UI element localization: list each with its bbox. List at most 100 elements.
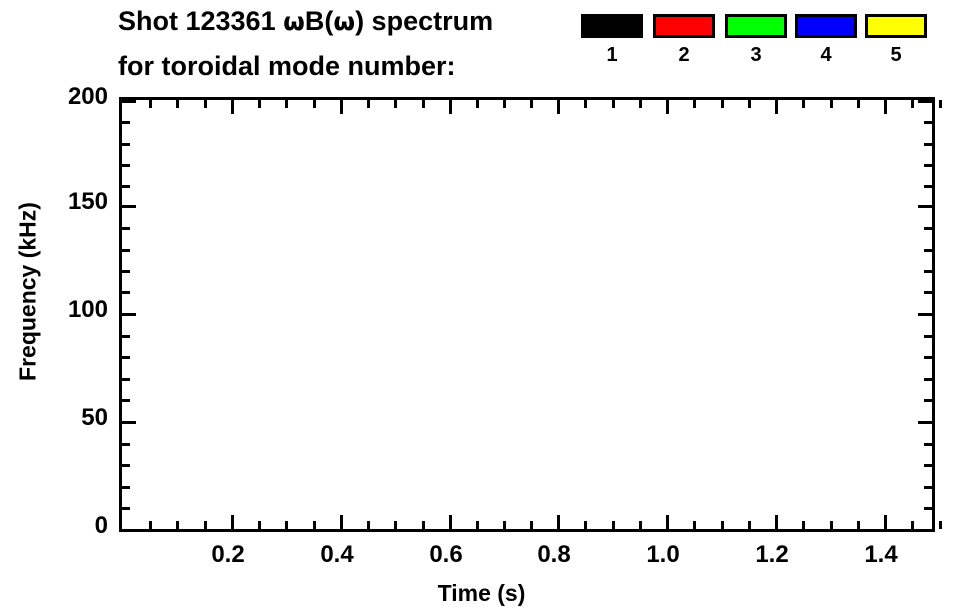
y-tick-minor <box>122 356 130 359</box>
x-tick-minor-top <box>285 100 288 108</box>
x-tick-minor-top <box>367 100 370 108</box>
y-tick-major-right <box>918 313 932 316</box>
x-tick-major-top <box>231 100 234 114</box>
x-tick-minor-top <box>612 100 615 108</box>
x-tick-major-top <box>340 100 343 114</box>
y-tick-major-right <box>918 421 932 424</box>
x-tick-minor-top <box>639 100 642 108</box>
y-tick-minor <box>122 291 130 294</box>
x-tick-minor <box>313 521 316 529</box>
legend-swatch-4 <box>795 14 857 38</box>
x-tick-major-top <box>666 100 669 114</box>
x-tick-minor-top <box>530 100 533 108</box>
y-tick-major-right <box>918 205 932 208</box>
omega-symbol-1: ω <box>283 7 305 36</box>
y-tick-minor <box>122 249 130 252</box>
y-tick-minor-right <box>924 486 932 489</box>
x-tick-minor <box>258 521 261 529</box>
x-tick-minor <box>503 521 506 529</box>
x-tick-minor-top <box>476 100 479 108</box>
plot-area <box>122 100 932 529</box>
x-tick-minor-top <box>911 100 914 108</box>
x-tick-minor <box>394 521 397 529</box>
x-tick-minor <box>693 521 696 529</box>
legend-entry-3[interactable]: 3 <box>725 14 787 66</box>
y-tick-minor <box>122 270 130 273</box>
y-tick-minor <box>122 185 130 188</box>
title-spectrum-text: ) spectrum <box>355 6 494 36</box>
y-tick-major-right <box>918 100 932 103</box>
y-tick-minor <box>122 335 130 338</box>
x-tick-major-top <box>884 100 887 114</box>
legend-swatch-5 <box>865 14 927 38</box>
y-tick-major-150 <box>122 205 136 208</box>
legend-label-4: 4 <box>820 44 832 66</box>
y-tick-major-0 <box>122 529 136 532</box>
x-tick-major-top <box>557 100 560 114</box>
x-tick-label-0.4: 0.4 <box>320 541 354 568</box>
legend-entry-1[interactable]: 1 <box>581 14 643 66</box>
legend-label-2: 2 <box>678 44 690 66</box>
x-tick-major-0.6 <box>449 515 452 529</box>
x-tick-minor <box>802 521 805 529</box>
x-tick-major-1.2 <box>775 515 778 529</box>
x-tick-major-0.4 <box>340 515 343 529</box>
x-tick-minor-top <box>802 100 805 108</box>
y-tick-minor-right <box>924 270 932 273</box>
y-tick-minor-right <box>924 335 932 338</box>
x-tick-label-1.4: 1.4 <box>864 541 898 568</box>
x-tick-minor-top <box>748 100 751 108</box>
y-tick-minor <box>122 143 130 146</box>
legend-entry-5[interactable]: 5 <box>865 14 927 66</box>
x-tick-minor <box>204 521 207 529</box>
x-tick-label-0.6: 0.6 <box>429 541 463 568</box>
x-tick-minor <box>639 521 642 529</box>
y-tick-minor-right <box>924 399 932 402</box>
y-tick-label-200: 200 <box>67 83 108 110</box>
x-tick-minor <box>149 521 152 529</box>
y-tick-minor-right <box>924 291 932 294</box>
x-tick-major-1.4 <box>884 515 887 529</box>
y-tick-major-50 <box>122 421 136 424</box>
x-tick-minor <box>176 521 179 529</box>
x-tick-minor <box>612 521 615 529</box>
x-tick-major-top <box>449 100 452 114</box>
x-tick-minor <box>911 521 914 529</box>
x-tick-major-0.2 <box>231 515 234 529</box>
plot-frame <box>119 97 942 532</box>
x-tick-minor <box>422 521 425 529</box>
x-tick-minor <box>748 521 751 529</box>
y-tick-minor <box>122 227 130 230</box>
x-tick-minor-top <box>313 100 316 108</box>
legend-label-5: 5 <box>890 44 902 66</box>
y-tick-major-200 <box>122 100 136 103</box>
x-tick-minor-top <box>394 100 397 108</box>
y-tick-minor <box>122 464 130 467</box>
chart-title-line-1: Shot 123361 ωB(ω) spectrum <box>118 5 493 38</box>
legend-entry-2[interactable]: 2 <box>653 14 715 66</box>
x-tick-minor-top <box>857 100 860 108</box>
x-axis-title: Time (s) <box>437 580 526 606</box>
x-tick-major-1.0 <box>666 515 669 529</box>
x-tick-minor-top <box>204 100 207 108</box>
y-tick-minor <box>122 378 130 381</box>
y-tick-minor <box>122 486 130 489</box>
y-tick-major-right <box>918 529 932 532</box>
y-axis-title: Frequency (kHz) <box>14 202 41 381</box>
y-tick-label-50: 50 <box>81 404 108 431</box>
legend-entry-4[interactable]: 4 <box>795 14 857 66</box>
x-tick-minor-top <box>149 100 152 108</box>
x-tick-minor-top <box>584 100 587 108</box>
y-tick-minor-right <box>924 507 932 510</box>
y-tick-minor-right <box>924 121 932 124</box>
legend-label-3: 3 <box>750 44 762 66</box>
x-tick-minor <box>857 521 860 529</box>
x-tick-minor <box>530 521 533 529</box>
y-tick-minor-right <box>924 464 932 467</box>
chart-title-line-2: for toroidal mode number: <box>118 51 456 81</box>
x-tick-minor <box>285 521 288 529</box>
y-tick-label-150: 150 <box>67 188 108 215</box>
x-tick-label-0.8: 0.8 <box>537 541 571 568</box>
y-tick-minor <box>122 399 130 402</box>
